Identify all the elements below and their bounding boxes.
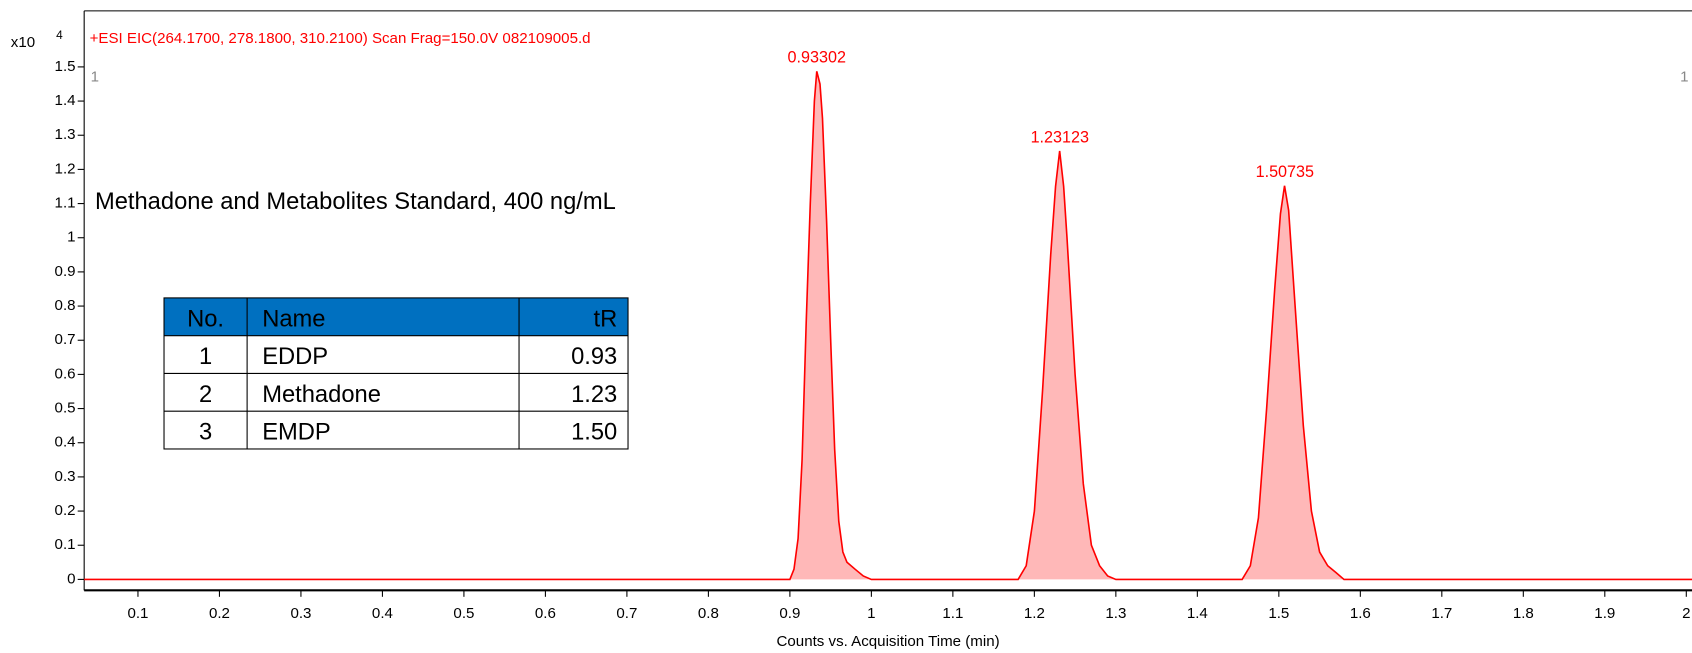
- chromatogram-line: [84, 71, 1692, 581]
- x-tick-label: 0.9: [779, 605, 800, 622]
- x-tick-label: 2: [1682, 605, 1690, 622]
- table-cell: EMDP: [262, 420, 331, 446]
- x-tick-label: 0.1: [127, 605, 148, 622]
- x-tick-label: 1.8: [1513, 605, 1534, 622]
- y-tick-label: 1.3: [55, 126, 76, 143]
- x-tick-label: 1.4: [1187, 605, 1208, 622]
- x-tick-label: 1.6: [1350, 605, 1371, 622]
- peak-label: 0.93302: [788, 49, 846, 67]
- y-exponent: 4: [56, 28, 63, 42]
- y-tick-label: 0.7: [55, 331, 76, 348]
- table-header-bg: [164, 297, 629, 336]
- x-tick-label: 0.2: [209, 605, 230, 622]
- y-tick-label: 0.2: [55, 502, 76, 519]
- table-cell: EDDP: [262, 344, 328, 370]
- x-tick-label: 0.4: [372, 605, 393, 622]
- y-tick-label: 0.5: [55, 400, 76, 417]
- table: No. Name tR 1 EDDP 0.93 2 Methadone 1.23 3 EMDP 1.5…: [163, 297, 629, 450]
- y-tick-label: 0.6: [55, 365, 76, 382]
- table-cell: 1.50: [571, 420, 617, 446]
- y-tick-label: 1.1: [55, 195, 76, 212]
- y-tick-label: 0.1: [55, 536, 76, 553]
- x-tick-label: 1: [867, 605, 875, 622]
- y-tick-label: 1.4: [55, 92, 76, 109]
- x-tick-label: 1.5: [1268, 605, 1289, 622]
- table-header-cell: Name: [262, 306, 325, 332]
- corner-label: 1: [1680, 69, 1688, 86]
- y-tick-label: 0.9: [55, 263, 76, 280]
- x-axis-label: Counts vs. Acquisition Time (min): [777, 633, 1000, 650]
- y-tick-label: 0.3: [55, 468, 76, 485]
- y-tick-label: 1.5: [55, 58, 76, 75]
- corner-label: 1: [91, 69, 99, 86]
- table-cell: 1: [199, 344, 212, 370]
- x-tick-label: 0.8: [698, 605, 719, 622]
- chart-title: Methadone and Metabolites Standard, 400 …: [95, 189, 616, 215]
- table-cell: 2: [199, 382, 212, 408]
- y-multiplier: x10: [11, 34, 35, 51]
- peak-label: 1.50735: [1256, 163, 1314, 181]
- table-header-cell: No.: [187, 306, 224, 332]
- y-tick-label: 0.8: [55, 297, 76, 314]
- table-cell: Methadone: [262, 382, 381, 408]
- x-tick-label: 1.9: [1594, 605, 1615, 622]
- y-tick-label: 1.2: [55, 160, 76, 177]
- y-tick-label: 1: [67, 229, 75, 246]
- table-cell: 1.23: [571, 382, 617, 408]
- y-tick-label: 0.4: [55, 434, 76, 451]
- table-cell: 3: [199, 420, 212, 446]
- x-tick-label: 1.7: [1431, 605, 1452, 622]
- y-tick-label: 0: [67, 570, 75, 587]
- x-tick-label: 0.7: [616, 605, 637, 622]
- peak-area: [84, 71, 1692, 580]
- peak-label: 1.23123: [1031, 128, 1089, 146]
- x-tick-label: 1.2: [1024, 605, 1045, 622]
- table-header-cell: tR: [594, 306, 618, 332]
- x-tick-label: 0.3: [290, 605, 311, 622]
- x-tick-label: 1.1: [942, 605, 963, 622]
- x-tick-label: 0.6: [535, 605, 556, 622]
- x-tick-label: 1.3: [1105, 605, 1126, 622]
- header: +ESI EIC(264.1700, 278.1800, 310.2100) S…: [90, 30, 591, 47]
- x-tick-label: 0.5: [453, 605, 474, 622]
- table-cell: 0.93: [571, 344, 617, 370]
